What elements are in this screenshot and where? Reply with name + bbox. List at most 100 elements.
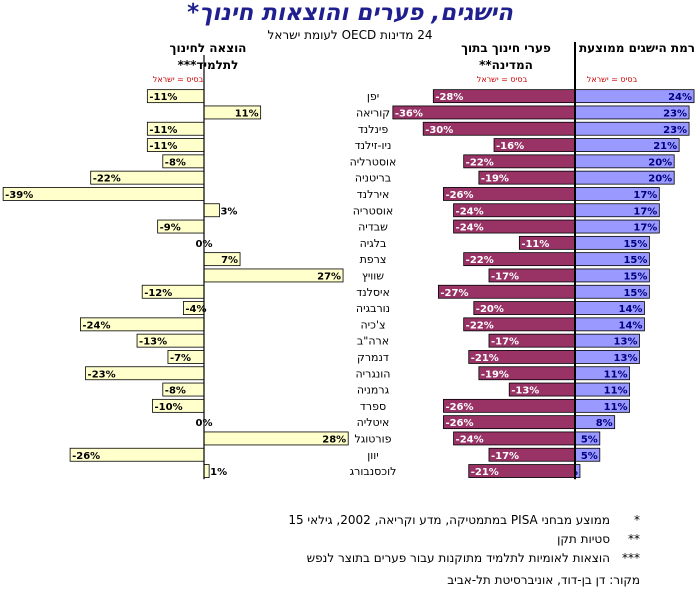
category-label: שבדיה [358, 221, 388, 234]
category-label: אירלנד [357, 188, 390, 201]
footnotes: * ממוצע מבחני PISA במתמטיקה, מדע וקריאה,… [120, 511, 640, 568]
label-gaps: -21% [471, 353, 499, 364]
category-label: הונגריה [356, 367, 391, 380]
label-spending: -22% [93, 174, 121, 185]
category-label: יוון [367, 449, 378, 462]
label-achievement: 13% [614, 337, 638, 348]
category-label: גרמניה [357, 384, 390, 397]
label-achievement: 5% [581, 451, 598, 462]
label-gaps: -26% [445, 190, 473, 201]
label-spending: -11% [149, 92, 177, 103]
label-achievement: 15% [623, 239, 647, 250]
label-spending: -39% [5, 190, 33, 201]
label-achievement: 5% [581, 434, 598, 445]
label-spending: 7% [221, 255, 238, 266]
label-spending: 27% [317, 271, 341, 282]
label-gaps: -17% [491, 271, 519, 282]
label-achievement: 11% [604, 386, 628, 397]
label-gaps: -22% [466, 255, 494, 266]
label-gaps: -20% [476, 304, 504, 315]
base-label-gaps: בסיס = ישראל [476, 75, 528, 84]
label-spending: -10% [155, 402, 183, 413]
label-spending: -12% [144, 288, 172, 299]
label-achievement: 15% [623, 288, 647, 299]
label-spending: -7% [170, 353, 191, 364]
source-note: מקור: דן בן-דוד, אוניברסיטת תל-אביב [447, 573, 640, 587]
label-spending: -26% [72, 451, 100, 462]
footnote-1: * ממוצע מבחני PISA במתמטיקה, מדע וקריאה,… [120, 511, 640, 530]
label-spending: -9% [160, 223, 181, 234]
label-spending: 1% [210, 467, 227, 478]
chart-title: הישגים, פערים והוצאות חינוך* [187, 0, 513, 26]
footnote-3-text: הוצאות לאומיות לתלמיד מתוקנות עבור פערים… [306, 551, 610, 565]
category-label: ארה"ב [357, 335, 389, 348]
label-gaps: -24% [456, 434, 484, 445]
label-gaps: -24% [456, 206, 484, 217]
category-label: איטליה [357, 416, 390, 429]
label-spending: -8% [165, 157, 186, 168]
label-achievement: 8% [596, 418, 613, 429]
label-spending: -23% [88, 369, 116, 380]
bar-spending [2, 187, 205, 201]
label-gaps: -16% [496, 141, 524, 152]
footnote-3-mark: *** [622, 551, 640, 565]
category-label: איסלנד [356, 286, 390, 299]
label-gaps: -13% [511, 386, 539, 397]
label-gaps: -24% [456, 223, 484, 234]
category-label: לוכסנבורג [350, 465, 397, 478]
label-gaps: -19% [481, 369, 509, 380]
category-label: פורטוגל [355, 432, 392, 445]
label-achievement: 11% [604, 369, 628, 380]
category-label: נורבגיה [356, 302, 390, 315]
footnote-2: ** סטיות תקן [120, 530, 640, 549]
label-gaps: -21% [471, 467, 499, 478]
label-achievement: 14% [619, 320, 643, 331]
label-gaps: -22% [466, 157, 494, 168]
category-label: יפן [367, 90, 379, 103]
footnote-2-text: סטיות תקן [557, 532, 610, 546]
chart-subtitle: 24 מדינות OECD לעומת ישראל [267, 28, 433, 42]
label-gaps: -17% [491, 451, 519, 462]
category-label: אוסטריה [353, 204, 393, 217]
label-spending: -13% [139, 337, 167, 348]
category-label: דנמרק [357, 351, 389, 364]
category-label: צרפת [360, 253, 387, 266]
label-achievement: 15% [623, 255, 647, 266]
label-achievement: 17% [633, 190, 657, 201]
label-spending: 28% [322, 434, 346, 445]
label-achievement: 21% [653, 141, 677, 152]
footnote-3: *** הוצאות לאומיות לתלמיד מתוקנות עבור פ… [120, 549, 640, 568]
label-achievement: 23% [663, 125, 687, 136]
base-label-spending: בסיס = ישראל [152, 75, 204, 84]
label-achievement: 14% [619, 304, 643, 315]
label-achievement: 11% [604, 402, 628, 413]
label-spending: -8% [165, 386, 186, 397]
label-gaps: -28% [435, 92, 463, 103]
label-spending: 11% [235, 108, 259, 119]
category-label: קוריאה [356, 106, 390, 119]
category-label: ספרד [360, 400, 386, 413]
category-label: ניו-זילנד [355, 139, 392, 152]
header-spending: הוצאה לחינוך לתלמיד*** [169, 41, 247, 72]
category-label: אוסטרליה [350, 155, 397, 168]
label-achievement: 13% [614, 353, 638, 364]
category-label: בלגיה [360, 237, 387, 250]
label-achievement: 15% [623, 271, 647, 282]
label-gaps: -30% [425, 125, 453, 136]
header-gaps: פערי חינוך בתוך המדינה** [461, 41, 551, 72]
label-gaps: -26% [445, 418, 473, 429]
label-spending: -11% [149, 125, 177, 136]
category-label: בריטניה [355, 172, 391, 185]
label-gaps: -27% [440, 288, 468, 299]
label-gaps: -11% [521, 239, 549, 250]
header-achievement: רמת הישגים ממוצעת [578, 41, 696, 55]
footnote-1-text: ממוצע מבחני PISA במתמטיקה, מדע וקריאה, 2… [288, 513, 610, 527]
label-gaps: -26% [445, 402, 473, 413]
label-spending: -4% [185, 304, 206, 315]
label-achievement: 24% [668, 92, 692, 103]
category-label: פינלנד [358, 123, 389, 136]
label-gaps: -17% [491, 337, 519, 348]
label-gaps: -22% [466, 320, 494, 331]
bar-spending [203, 203, 220, 218]
